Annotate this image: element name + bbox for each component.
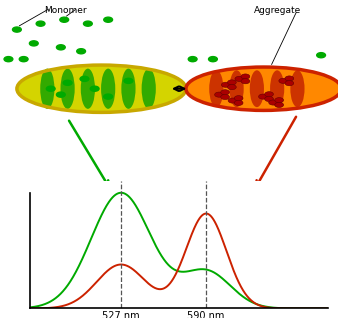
- Circle shape: [46, 86, 55, 91]
- Ellipse shape: [61, 69, 75, 109]
- Ellipse shape: [290, 70, 305, 107]
- Circle shape: [56, 45, 65, 50]
- Circle shape: [265, 92, 273, 97]
- Circle shape: [269, 100, 277, 105]
- Circle shape: [83, 21, 92, 26]
- Circle shape: [285, 76, 294, 81]
- Circle shape: [29, 41, 38, 46]
- Ellipse shape: [270, 70, 284, 107]
- Circle shape: [241, 74, 250, 79]
- Circle shape: [221, 90, 230, 95]
- Circle shape: [235, 76, 244, 81]
- Circle shape: [77, 49, 86, 54]
- Circle shape: [124, 78, 133, 83]
- Circle shape: [19, 57, 28, 62]
- Ellipse shape: [40, 69, 54, 109]
- Ellipse shape: [17, 65, 186, 112]
- Circle shape: [265, 96, 273, 101]
- Circle shape: [215, 92, 223, 97]
- Circle shape: [56, 92, 65, 97]
- Circle shape: [36, 21, 45, 26]
- Circle shape: [4, 57, 13, 62]
- Circle shape: [228, 98, 237, 103]
- Circle shape: [275, 102, 284, 107]
- Ellipse shape: [250, 70, 264, 107]
- Circle shape: [209, 57, 217, 62]
- Ellipse shape: [209, 70, 223, 107]
- Circle shape: [279, 78, 288, 83]
- Ellipse shape: [81, 69, 95, 109]
- Circle shape: [259, 94, 267, 99]
- Circle shape: [63, 80, 72, 85]
- Text: Monomer: Monomer: [44, 6, 87, 15]
- Circle shape: [227, 80, 236, 85]
- Ellipse shape: [186, 67, 338, 110]
- Ellipse shape: [230, 70, 244, 107]
- Circle shape: [13, 27, 21, 32]
- Circle shape: [221, 94, 230, 100]
- Circle shape: [275, 98, 284, 103]
- Circle shape: [221, 82, 230, 87]
- Circle shape: [241, 79, 250, 84]
- Circle shape: [80, 76, 89, 81]
- Circle shape: [234, 96, 243, 101]
- Circle shape: [285, 81, 294, 86]
- Ellipse shape: [121, 69, 136, 109]
- Circle shape: [227, 85, 236, 90]
- Circle shape: [90, 86, 99, 91]
- Circle shape: [60, 17, 69, 22]
- Ellipse shape: [142, 69, 156, 109]
- Circle shape: [104, 17, 113, 22]
- Circle shape: [234, 100, 243, 106]
- Ellipse shape: [101, 69, 115, 109]
- Circle shape: [104, 94, 113, 99]
- Circle shape: [317, 53, 325, 58]
- Text: Aggregate: Aggregate: [254, 6, 301, 15]
- Circle shape: [188, 57, 197, 62]
